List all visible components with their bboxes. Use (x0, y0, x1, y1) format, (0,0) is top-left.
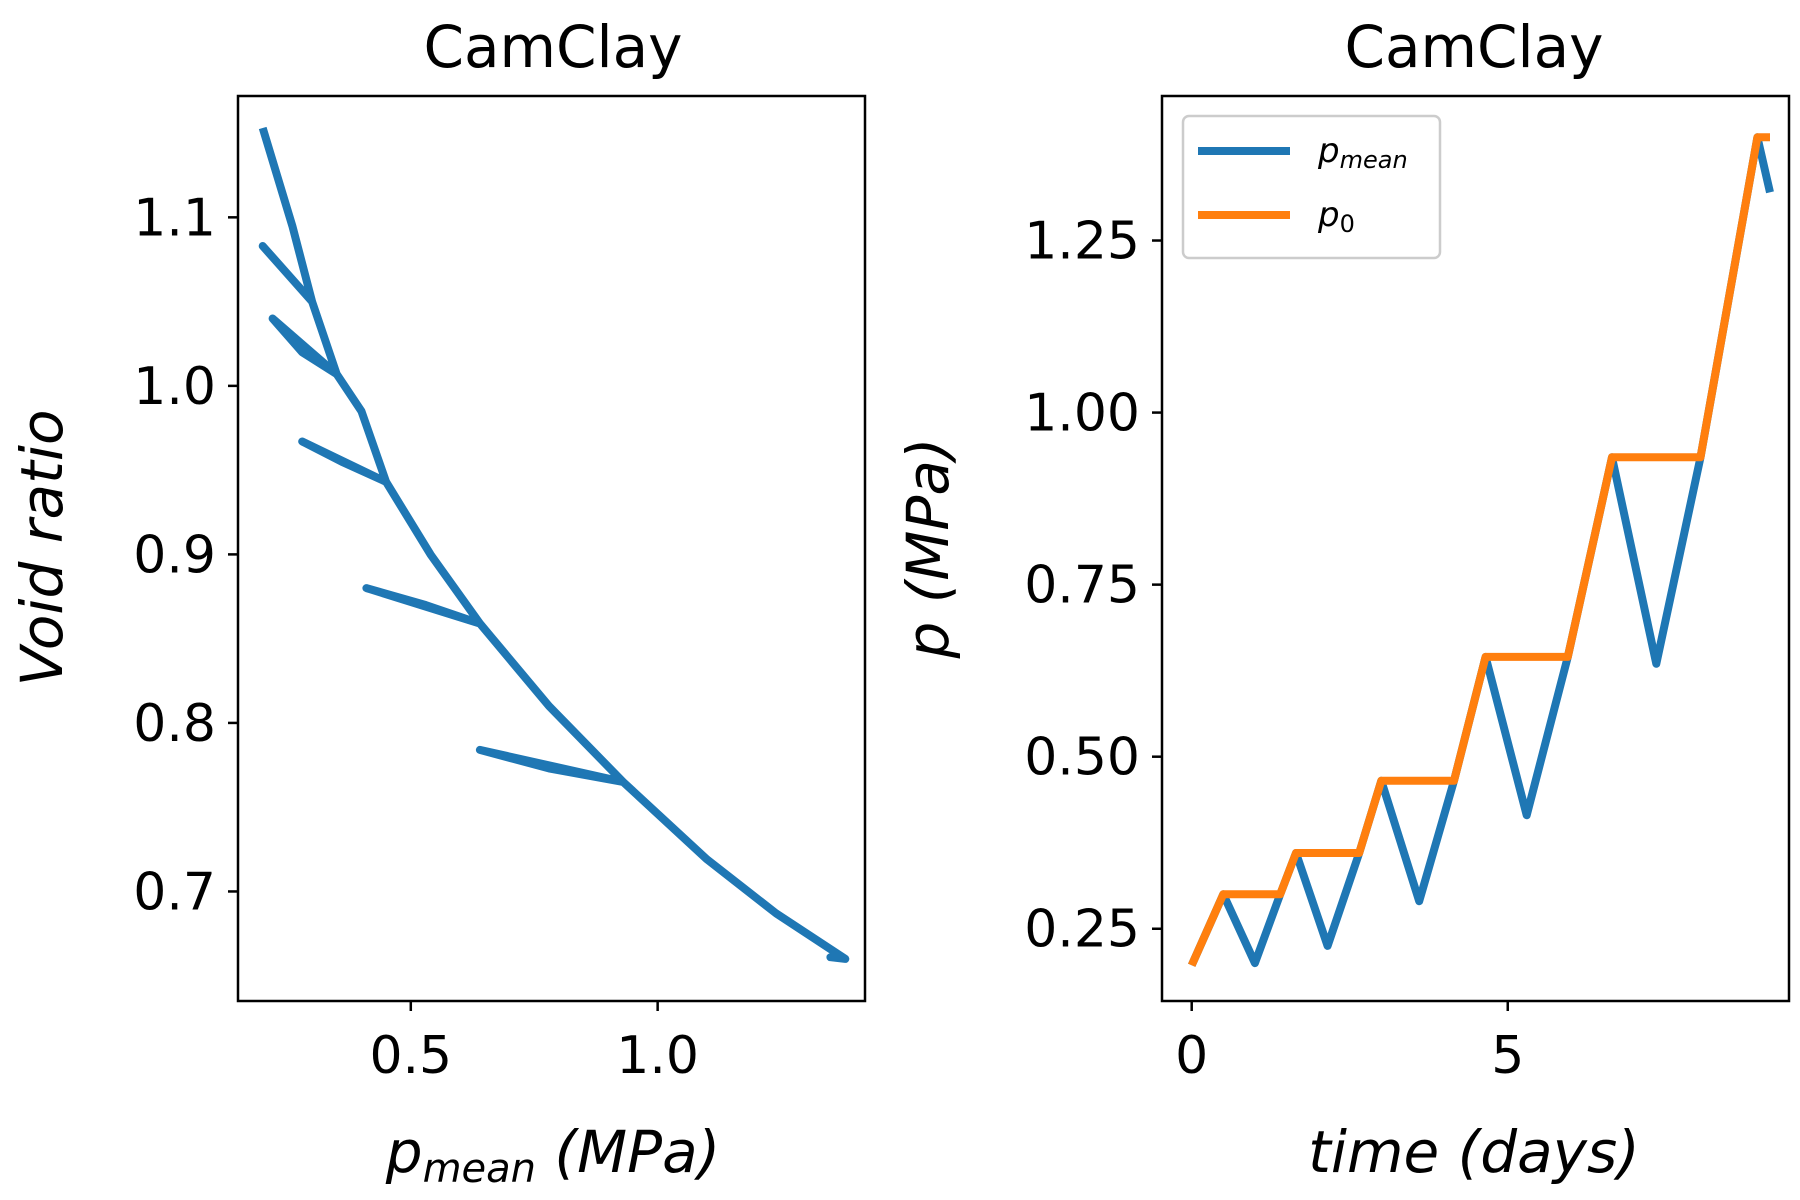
chart-2-series-line-pmean (1188, 133, 1774, 968)
chart-1-x-tick-label-1: 1.0 (616, 1026, 699, 1086)
chart-1-ticks: 0.5 1.0 0.7 0.8 0.9 1.0 1.1 (133, 188, 699, 1086)
chart-2-series-line-p0 (1188, 133, 1770, 967)
chart-1-y-tick-label-4: 1.1 (133, 188, 216, 248)
chart-1-plot-frame (236, 94, 867, 1003)
chart-1-x-label-rest: (MPa) (536, 1118, 720, 1186)
chart-2-y-tick-label-4: 1.25 (1024, 212, 1140, 272)
legend-label-pmean: pmean (1317, 131, 1408, 174)
chart-2-plot-frame (1160, 94, 1791, 1003)
chart-2-y-tick-label-1: 0.50 (1024, 728, 1140, 788)
chart-1-x-axis-label: pmean (MPa) (385, 1118, 721, 1192)
chart-2-y-axis-label: p (MPa) (894, 437, 962, 659)
chart-2-y-tick-label-3: 1.00 (1024, 384, 1140, 444)
chart-1-y-tick-label-3: 1.0 (133, 357, 216, 417)
chart-1-x-label-sub: mean (423, 1146, 536, 1192)
chart-2-legend: pmean p0 (1181, 114, 1442, 260)
chart-void-ratio: CamClay 0.5 1.0 0.7 0.8 0.9 1.0 1.1 Void ratio… (8, 13, 867, 1192)
chart-1-y-axis-label: Void ratio (8, 410, 76, 687)
chart-2-y-tick-label-0: 0.25 (1024, 900, 1140, 960)
chart-2-series (1188, 133, 1774, 968)
chart-pressure-time: CamClay 0 5 0.25 0.50 0.75 1.00 1.25 p (MPa) t… (894, 13, 1791, 1186)
chart-1-y-tick-label-1: 0.8 (133, 694, 216, 754)
chart-1-y-tick-label-0: 0.7 (133, 862, 216, 922)
chart-2-x-tick-label-0: 0 (1175, 1026, 1208, 1086)
chart-1-series-line-pmean (258, 126, 850, 963)
chart-1-title: CamClay (423, 13, 682, 81)
chart-1-x-label-main: p (385, 1118, 423, 1186)
chart-1-x-tick-label-0: 0.5 (369, 1026, 452, 1086)
legend-box (1181, 114, 1442, 260)
chart-2-x-tick-label-1: 5 (1491, 1026, 1524, 1086)
legend-label-p0: p0 (1317, 195, 1355, 238)
chart-2-ticks: 0 5 0.25 0.50 0.75 1.00 1.25 (1024, 212, 1524, 1086)
chart-1-series (258, 126, 850, 963)
chart-2-x-axis-label: time (days) (1308, 1118, 1640, 1186)
chart-1-y-tick-label-2: 0.9 (133, 525, 216, 585)
chart-2-title: CamClay (1344, 13, 1603, 81)
chart-2-y-tick-label-2: 0.75 (1024, 556, 1140, 616)
